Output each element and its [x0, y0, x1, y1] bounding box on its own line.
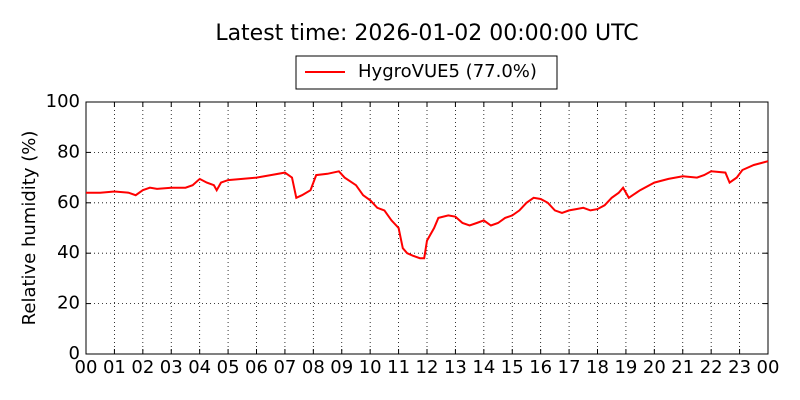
x-tick-label: 02: [131, 357, 154, 378]
x-tick-label: 22: [700, 357, 723, 378]
x-tick-label: 13: [444, 357, 467, 378]
x-tick-label: 03: [160, 357, 183, 378]
y-tick-label: 80: [57, 141, 80, 162]
x-tick-label: 23: [728, 357, 751, 378]
x-tick-label: 14: [472, 357, 495, 378]
x-tick-label: 05: [217, 357, 240, 378]
x-tick-label: 00: [757, 357, 780, 378]
legend-label: HygroVUE5 (77.0%): [358, 61, 537, 82]
y-tick-label: 100: [46, 91, 80, 112]
x-tick-label: 07: [273, 357, 296, 378]
data-line: [86, 160, 769, 260]
x-tick-label: 01: [103, 357, 126, 378]
x-tick-label: 17: [558, 357, 581, 378]
y-axis-label: Relative humidity (%): [19, 131, 40, 326]
y-tick-label: 0: [69, 343, 80, 364]
x-tick-label: 09: [330, 357, 353, 378]
plot-frame: [85, 101, 769, 355]
x-tick-label: 20: [643, 357, 666, 378]
x-tick-label: 04: [188, 357, 211, 378]
y-tick-label: 60: [57, 192, 80, 213]
x-tick-label: 19: [614, 357, 637, 378]
x-tick-label: 16: [529, 357, 552, 378]
x-tick-label: 12: [416, 357, 439, 378]
chart-title: Latest time: 2026-01-02 00:00:00 UTC: [215, 21, 638, 46]
x-tick-label: 10: [359, 357, 382, 378]
x-tick-label: 11: [387, 357, 410, 378]
y-tick-label: 20: [57, 293, 80, 314]
x-tick-label: 06: [245, 357, 268, 378]
x-tick-label: 18: [586, 357, 609, 378]
x-tick-label: 08: [302, 357, 325, 378]
x-tick-label: 00: [75, 357, 98, 378]
y-tick-label: 40: [57, 242, 80, 263]
x-tick-label: 15: [501, 357, 524, 378]
x-tick-label: 21: [671, 357, 694, 378]
